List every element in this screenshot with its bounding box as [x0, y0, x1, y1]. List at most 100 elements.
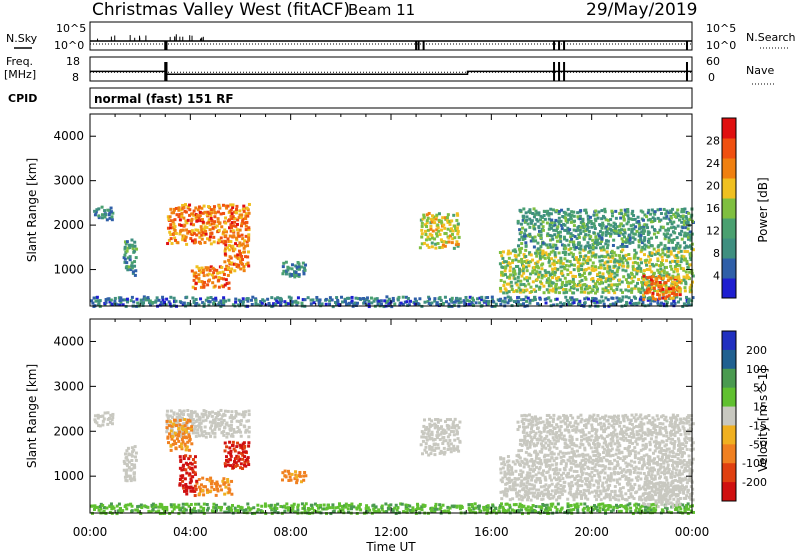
velocity-cell: [682, 463, 686, 467]
power-cell: [657, 275, 661, 279]
velocity-cell: [455, 429, 459, 433]
velocity-cell: [567, 482, 571, 486]
velocity-cell: [535, 488, 539, 492]
power-cell: [547, 211, 551, 215]
power-cell: [669, 252, 673, 256]
power-cell: [205, 213, 209, 217]
power-cell: [516, 303, 520, 307]
velocity-cell: [373, 509, 377, 513]
power-cell: [472, 298, 476, 302]
power-cell: [486, 302, 490, 306]
velocity-cell: [242, 415, 246, 419]
velocity-cell: [406, 507, 410, 511]
power-cell: [602, 255, 606, 259]
power-cell: [194, 228, 198, 232]
power-cell: [567, 218, 571, 222]
power-cell: [430, 220, 434, 224]
velocity-cell: [604, 480, 608, 484]
velocity-cell: [224, 485, 228, 489]
power-cell: [169, 207, 173, 211]
power-cell: [189, 237, 193, 241]
power-cell: [533, 227, 537, 231]
velocity-cell: [178, 478, 182, 482]
velocity-cell: [629, 492, 633, 496]
velocity-cell: [619, 503, 623, 507]
velocity-cell: [678, 505, 682, 509]
velocity-cell: [641, 504, 645, 508]
power-cell: [185, 295, 189, 299]
power-cell: [580, 268, 584, 272]
velocity-cell: [243, 463, 247, 467]
power-cell: [286, 265, 290, 269]
power-cell: [212, 276, 216, 280]
velocity-cell: [165, 426, 169, 430]
velocity-cell: [537, 467, 541, 471]
velocity-cell: [433, 426, 437, 430]
power-cell: [645, 291, 649, 295]
power-cell: [572, 268, 576, 272]
velocity-cell: [630, 478, 634, 482]
velocity-cell: [520, 438, 524, 442]
velocity-cell: [574, 505, 578, 509]
velocity-cell: [165, 419, 169, 423]
power-cell: [518, 290, 522, 294]
velocity-cell: [338, 504, 342, 508]
velocity-cell: [651, 466, 655, 470]
velocity-cell: [448, 438, 452, 442]
velocity-cell: [505, 494, 509, 498]
power-cell: [284, 272, 288, 276]
velocity-cell: [246, 502, 250, 506]
power-cell: [607, 222, 611, 226]
velocity-cell: [236, 455, 240, 459]
velocity-cell: [185, 430, 189, 434]
velocity-cell: [517, 425, 521, 429]
velocity-cell: [133, 463, 137, 467]
power-cell: [621, 245, 625, 249]
power-cell: [651, 299, 655, 303]
power-cell: [124, 242, 128, 246]
velocity-cell: [126, 458, 130, 462]
power-cell: [433, 299, 437, 303]
velocity-cell: [183, 489, 187, 493]
power-colorbar-segment: [722, 218, 736, 239]
power-cell: [615, 270, 619, 274]
velocity-cell: [372, 503, 376, 507]
velocity-cell: [242, 446, 246, 450]
power-cell: [556, 267, 560, 271]
power-cell: [683, 241, 687, 245]
power-cell: [507, 282, 511, 286]
power-cell: [100, 213, 104, 217]
velocity-cell: [508, 498, 512, 502]
velocity-cell: [571, 459, 575, 463]
power-cell: [555, 297, 559, 301]
velocity-cell: [678, 471, 682, 475]
velocity-cell: [501, 509, 505, 513]
nave-label: Nave: [746, 64, 774, 77]
power-cell: [413, 302, 417, 306]
velocity-cell: [245, 457, 249, 461]
power-cell: [125, 240, 129, 244]
velocity-cell: [567, 471, 571, 475]
power-cell: [456, 222, 460, 226]
power-cell: [509, 280, 513, 284]
power-cell: [600, 254, 604, 258]
power-cell: [243, 244, 247, 248]
velocity-cell: [452, 420, 456, 424]
power-cell: [619, 299, 623, 303]
velocity-cell: [180, 430, 184, 434]
power-cell: [502, 284, 506, 288]
power-cell: [688, 270, 692, 274]
power-cell: [623, 235, 627, 239]
power-cell: [641, 218, 645, 222]
power-cell: [239, 224, 243, 228]
velocity-cell: [598, 456, 602, 460]
power-cell: [640, 280, 644, 284]
power-cell: [634, 251, 638, 255]
velocity-cell: [634, 476, 638, 480]
power-cell: [682, 223, 686, 227]
power-cell: [237, 234, 241, 238]
power-cell: [130, 238, 134, 242]
velocity-cell: [659, 462, 663, 466]
power-cell: [571, 234, 575, 238]
velocity-cell: [559, 490, 563, 494]
